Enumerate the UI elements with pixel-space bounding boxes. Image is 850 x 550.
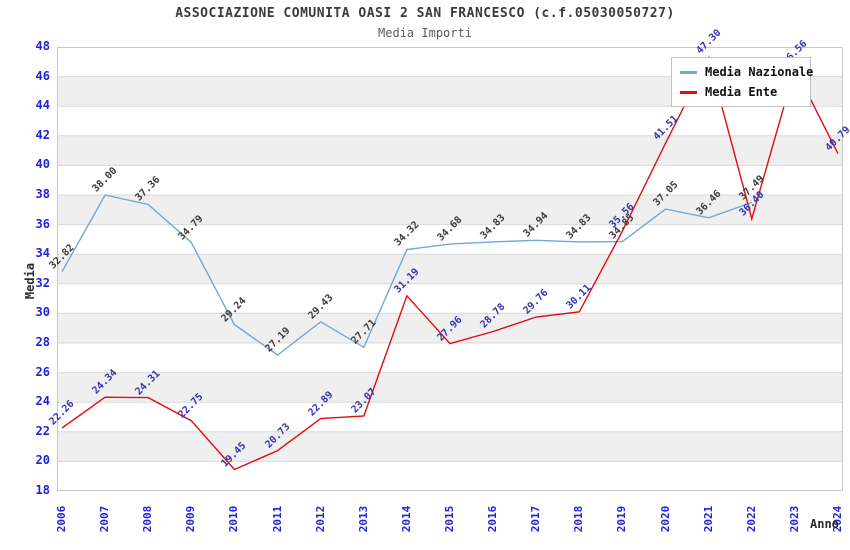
legend-item-media-nazionale: Media Nazionale (680, 62, 813, 82)
legend-label-nazionale: Media Nazionale (705, 65, 814, 79)
x-tick-label: 2011 (270, 505, 284, 533)
plot-area: 32.82 38.00 37.36 34.79 29.24 27.19 29.43 27.71… (47, 28, 850, 491)
x-tick-label: 2016 (486, 505, 500, 533)
x-axis-title: Anno (810, 517, 839, 531)
y-tick-label: 48 (35, 39, 50, 53)
y-tick-label: 20 (35, 453, 50, 468)
x-tick-label: 2006 (55, 505, 68, 533)
x-tick-label: 2013 (356, 505, 370, 533)
plot-band (57, 135, 843, 166)
y-tick-label: 42 (35, 127, 50, 142)
y-tick-label: 18 (35, 483, 50, 497)
x-tick-label: 2022 (744, 505, 758, 533)
x-tick-label: 2018 (572, 505, 586, 533)
legend-line-swatch-nazionale (680, 70, 697, 74)
y-tick-label: 30 (35, 305, 50, 320)
y-tick-label: 44 (35, 98, 50, 113)
y-tick-label: 22 (35, 423, 50, 438)
x-tick-label: 2007 (98, 505, 112, 533)
x-tick-label: 2014 (399, 505, 413, 533)
y-tick-label: 38 (35, 187, 50, 201)
chart-subtitle: Media Importi (378, 26, 472, 40)
plot-border (57, 47, 843, 491)
x-tick-label: 2010 (227, 505, 241, 533)
y-tick-label: 34 (35, 246, 50, 261)
series-line-media-nazionale (61, 194, 753, 356)
plot-band (57, 372, 843, 403)
plot-svg (57, 47, 843, 491)
plot-band (57, 195, 843, 225)
x-tick-label: 2019 (615, 505, 629, 533)
y-tick-label: 46 (35, 68, 50, 83)
x-tick-label: 2008 (141, 505, 155, 533)
plot-band (57, 431, 843, 462)
x-tick-label: 2015 (443, 505, 456, 533)
legend-line-swatch-ente (680, 90, 697, 94)
chart-title: ASSOCIAZIONE COMUNITA OASI 2 SAN FRANCES… (175, 6, 675, 21)
legend-item-media-ente: Media Ente (680, 82, 802, 102)
legend-label-ente: Media Ente (705, 85, 778, 99)
plot-band (57, 313, 843, 343)
y-tick-label: 40 (35, 157, 50, 172)
legend: Media Nazionale Media Ente (671, 57, 813, 107)
y-tick-label: 36 (35, 216, 50, 231)
y-tick-label: 28 (35, 335, 50, 349)
x-tick-label: 2023 (787, 505, 801, 533)
x-tick-label: 2017 (529, 505, 543, 533)
x-tick-label: 2021 (701, 505, 715, 533)
x-tick-label: 2009 (184, 505, 198, 533)
x-tick-label: 2012 (313, 505, 327, 533)
y-tick-label: 26 (35, 364, 50, 379)
plot-band (57, 254, 843, 284)
y-tick-label: 24 (35, 394, 50, 409)
x-tick-label: 2020 (658, 505, 672, 533)
y-tick-label: 32 (35, 275, 50, 290)
